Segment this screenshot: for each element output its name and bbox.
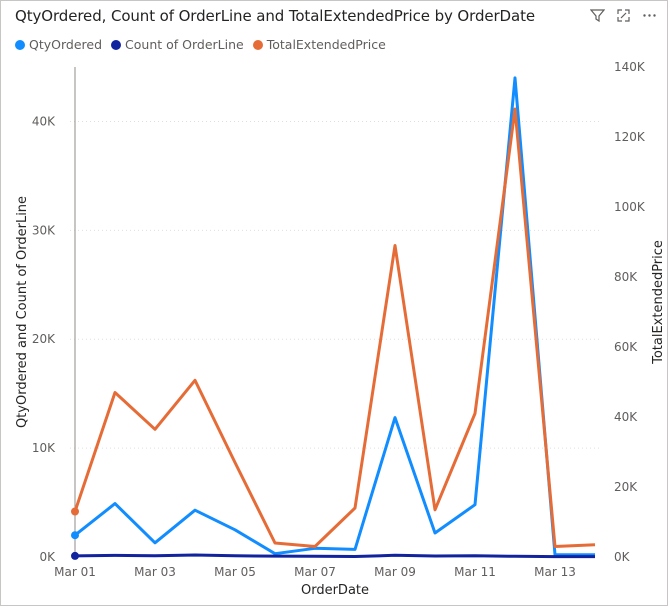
y-axis-title: QtyOrdered and Count of OrderLine xyxy=(15,196,30,428)
data-point-marker xyxy=(71,551,79,560)
y-tick-label: 30K xyxy=(32,223,56,237)
y2-tick-label: 80K xyxy=(614,270,638,284)
x-tick-label: Mar 03 xyxy=(134,565,176,579)
series-line-count-of-orderline xyxy=(74,553,595,559)
x-tick-label: Mar 13 xyxy=(534,565,576,579)
legend-label: Count of OrderLine xyxy=(125,37,244,52)
y-tick-label: 10K xyxy=(32,441,56,455)
x-axis-title: OrderDate xyxy=(301,583,369,598)
y-tick-label: 20K xyxy=(32,332,56,346)
x-tick-label: Mar 05 xyxy=(214,565,256,579)
y2-tick-label: 0K xyxy=(614,550,631,564)
y2-tick-label: 40K xyxy=(614,410,638,424)
y-tick-label: 0K xyxy=(39,550,56,564)
x-tick-label: Mar 01 xyxy=(54,565,96,579)
legend-marker xyxy=(252,39,263,50)
x-tick-label: Mar 07 xyxy=(294,565,336,579)
y2-tick-label: 100K xyxy=(614,200,646,214)
y-tick-label: 40K xyxy=(32,114,56,128)
visual-header-icons xyxy=(579,7,657,23)
x-tick-label: Mar 09 xyxy=(374,565,416,579)
legend-label: TotalExtendedPrice xyxy=(266,37,386,52)
legend-marker xyxy=(15,39,25,50)
filter-icon[interactable] xyxy=(589,7,605,23)
y2-tick-label: 140K xyxy=(614,60,646,74)
chart-legend: QtyOrdered Count of OrderLine TotalExten… xyxy=(15,37,395,52)
y2-tick-label: 120K xyxy=(614,130,646,144)
legend-marker xyxy=(111,39,122,50)
y2-tick-label: 60K xyxy=(614,340,638,354)
y2-axis-title: TotalExtendedPrice xyxy=(651,240,666,365)
series-line-qtyordered xyxy=(74,76,595,557)
y2-tick-label: 20K xyxy=(614,480,638,494)
legend-label: QtyOrdered xyxy=(29,37,103,52)
chart-title: QtyOrdered, Count of OrderLine and Total… xyxy=(15,7,536,25)
legend-item-count-of-orderline[interactable]: Count of OrderLine xyxy=(111,37,244,52)
more-options-icon[interactable] xyxy=(641,7,657,23)
series-line-totalextendedprice xyxy=(73,107,596,548)
data-point-marker xyxy=(71,507,79,516)
focus-mode-icon[interactable] xyxy=(615,7,631,23)
legend-item-totalextendedprice[interactable]: TotalExtendedPrice xyxy=(252,37,386,52)
x-tick-label: Mar 11 xyxy=(454,565,496,579)
legend-item-qtyordered[interactable]: QtyOrdered xyxy=(15,37,102,52)
data-point-marker xyxy=(71,531,79,540)
